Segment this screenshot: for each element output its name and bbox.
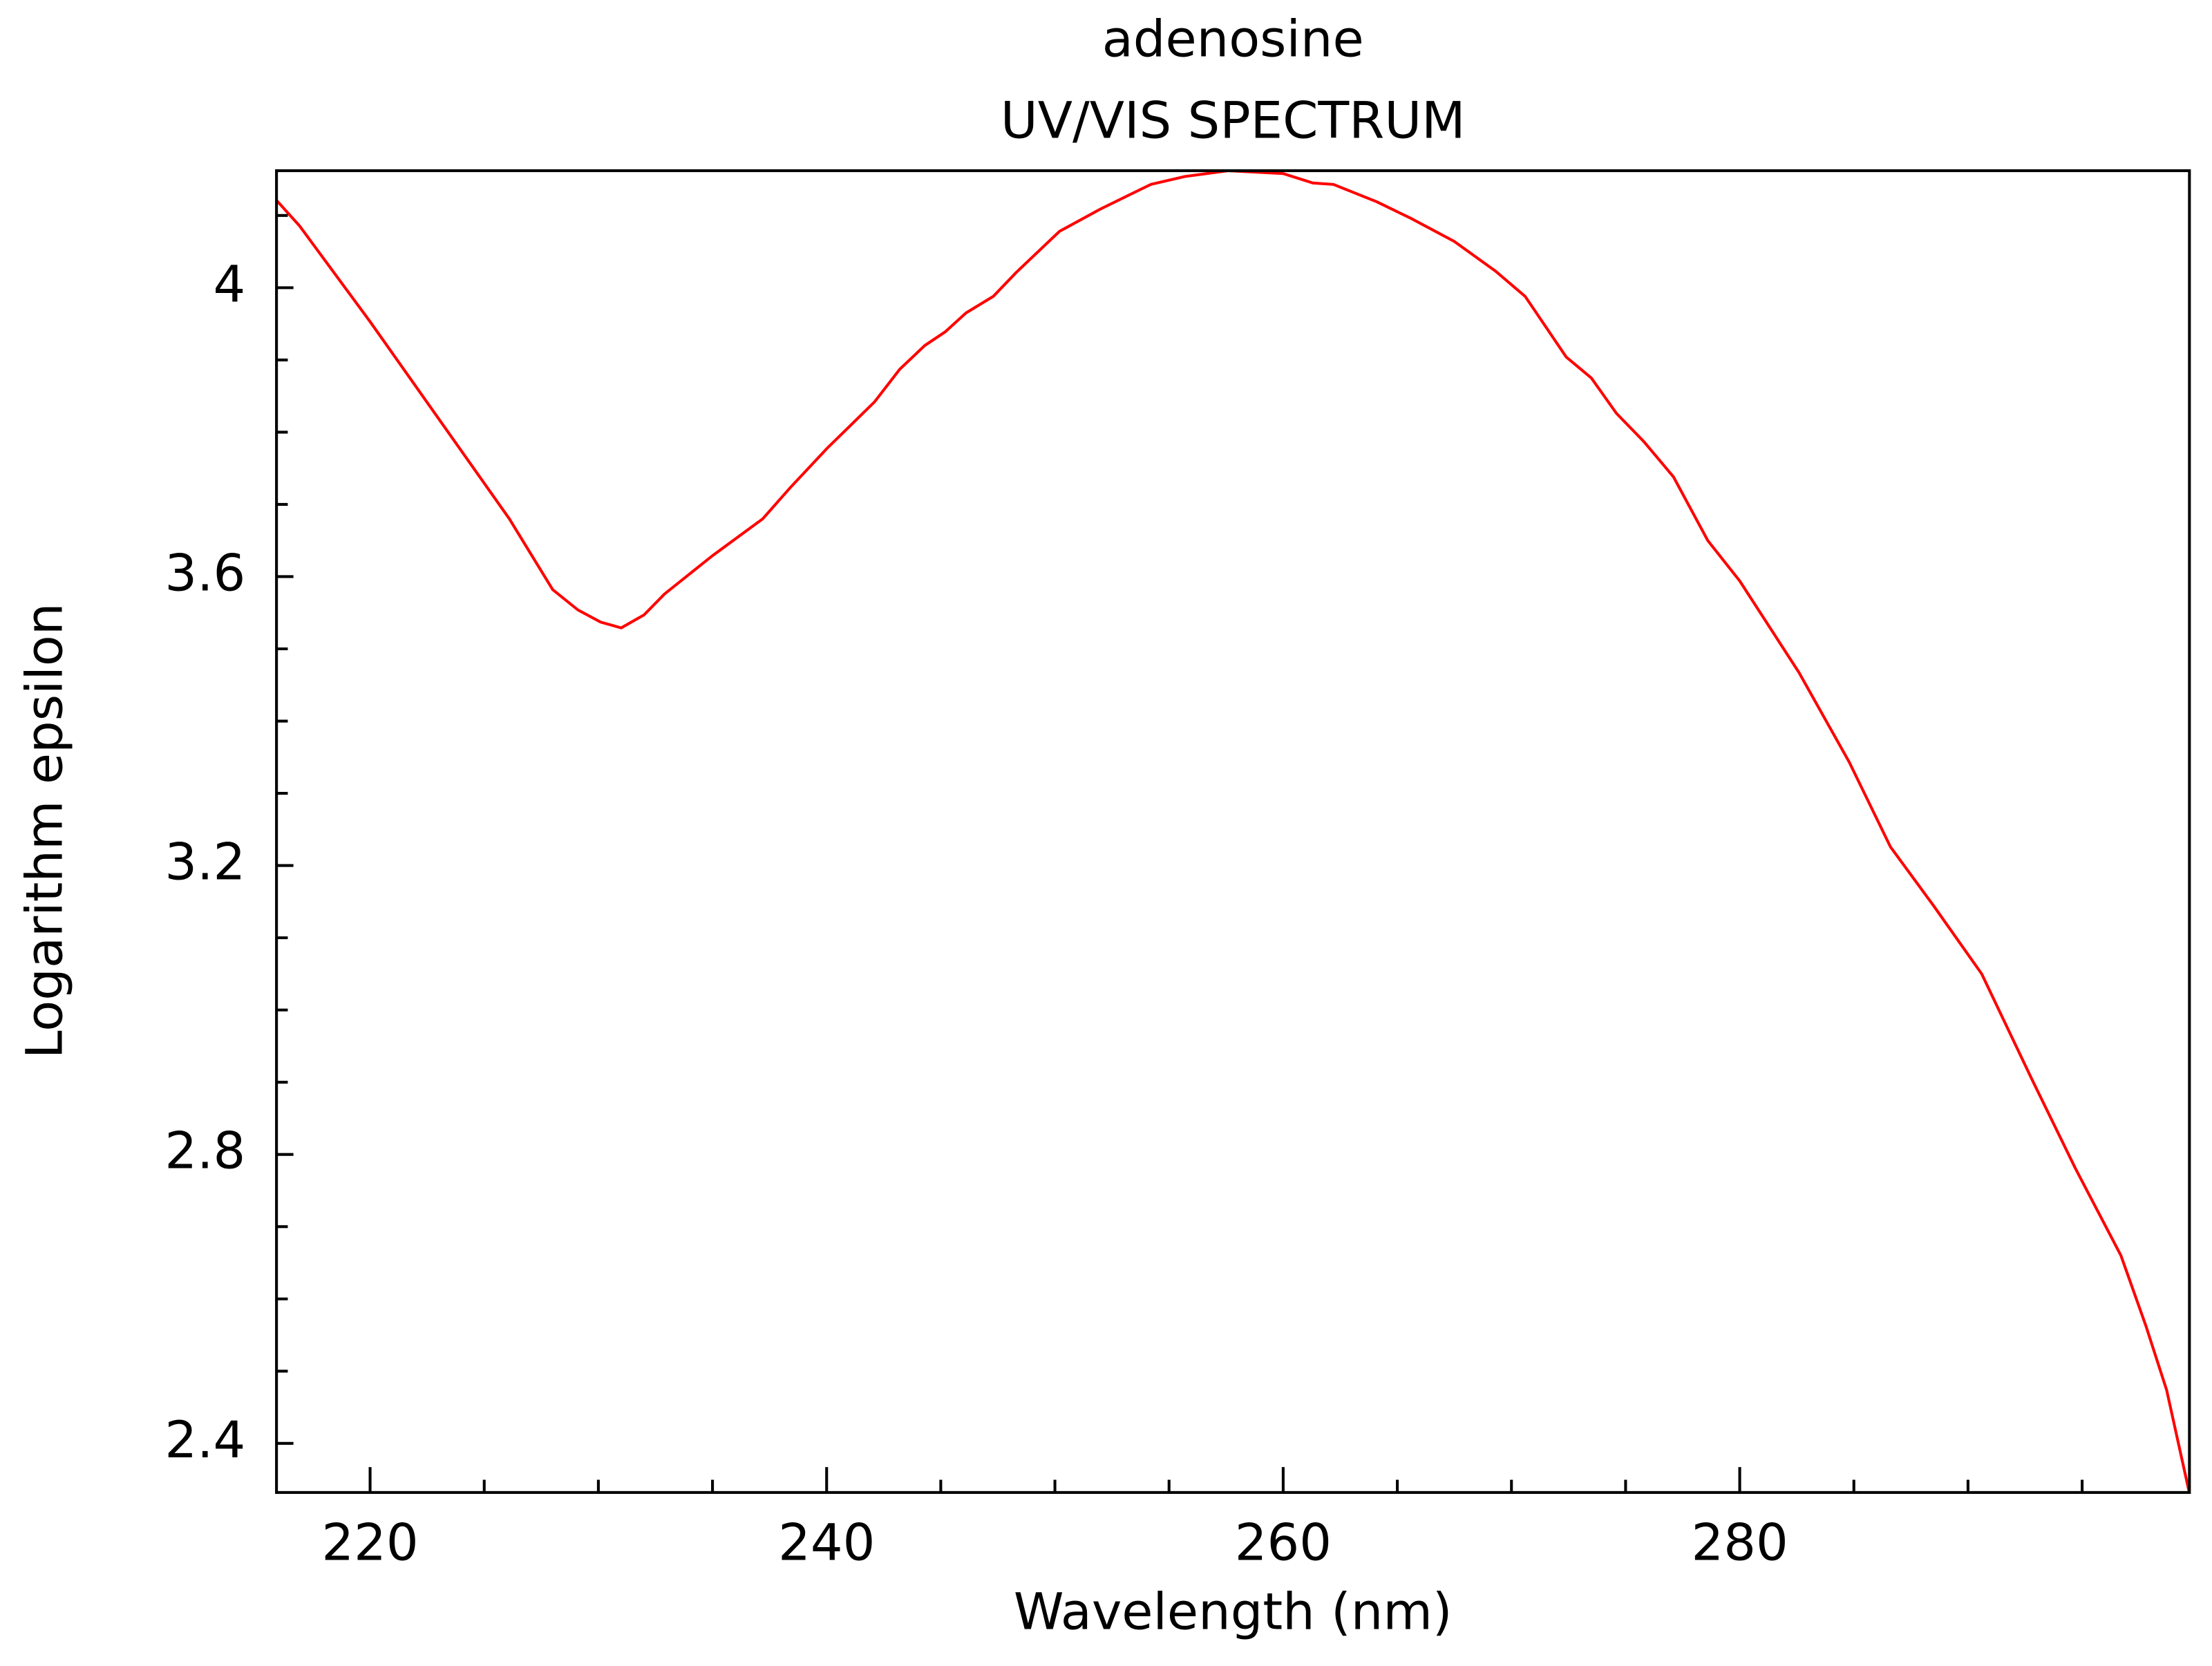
y-tick-label: 2.8 [164,1122,245,1181]
x-tick-label: 220 [321,1513,418,1572]
spectrum-line [275,169,2191,1494]
y-axis-label: Logarithm epsilon [15,603,74,1059]
x-tick-label: 280 [1691,1513,1788,1572]
y-tick-label: 2.4 [164,1411,245,1470]
x-tick-label: 240 [778,1513,875,1572]
chart-title: adenosine [1102,10,1364,68]
plot-frame [275,169,2191,1494]
x-tick-label: 260 [1235,1513,1332,1572]
chart-subtitle: UV/VIS SPECTRUM [1001,92,1466,151]
y-tick-label: 4 [213,255,245,314]
y-tick-label: 3.2 [164,833,245,892]
x-axis-label: Wavelength (nm) [1014,1583,1453,1642]
y-tick-label: 3.6 [164,544,245,603]
